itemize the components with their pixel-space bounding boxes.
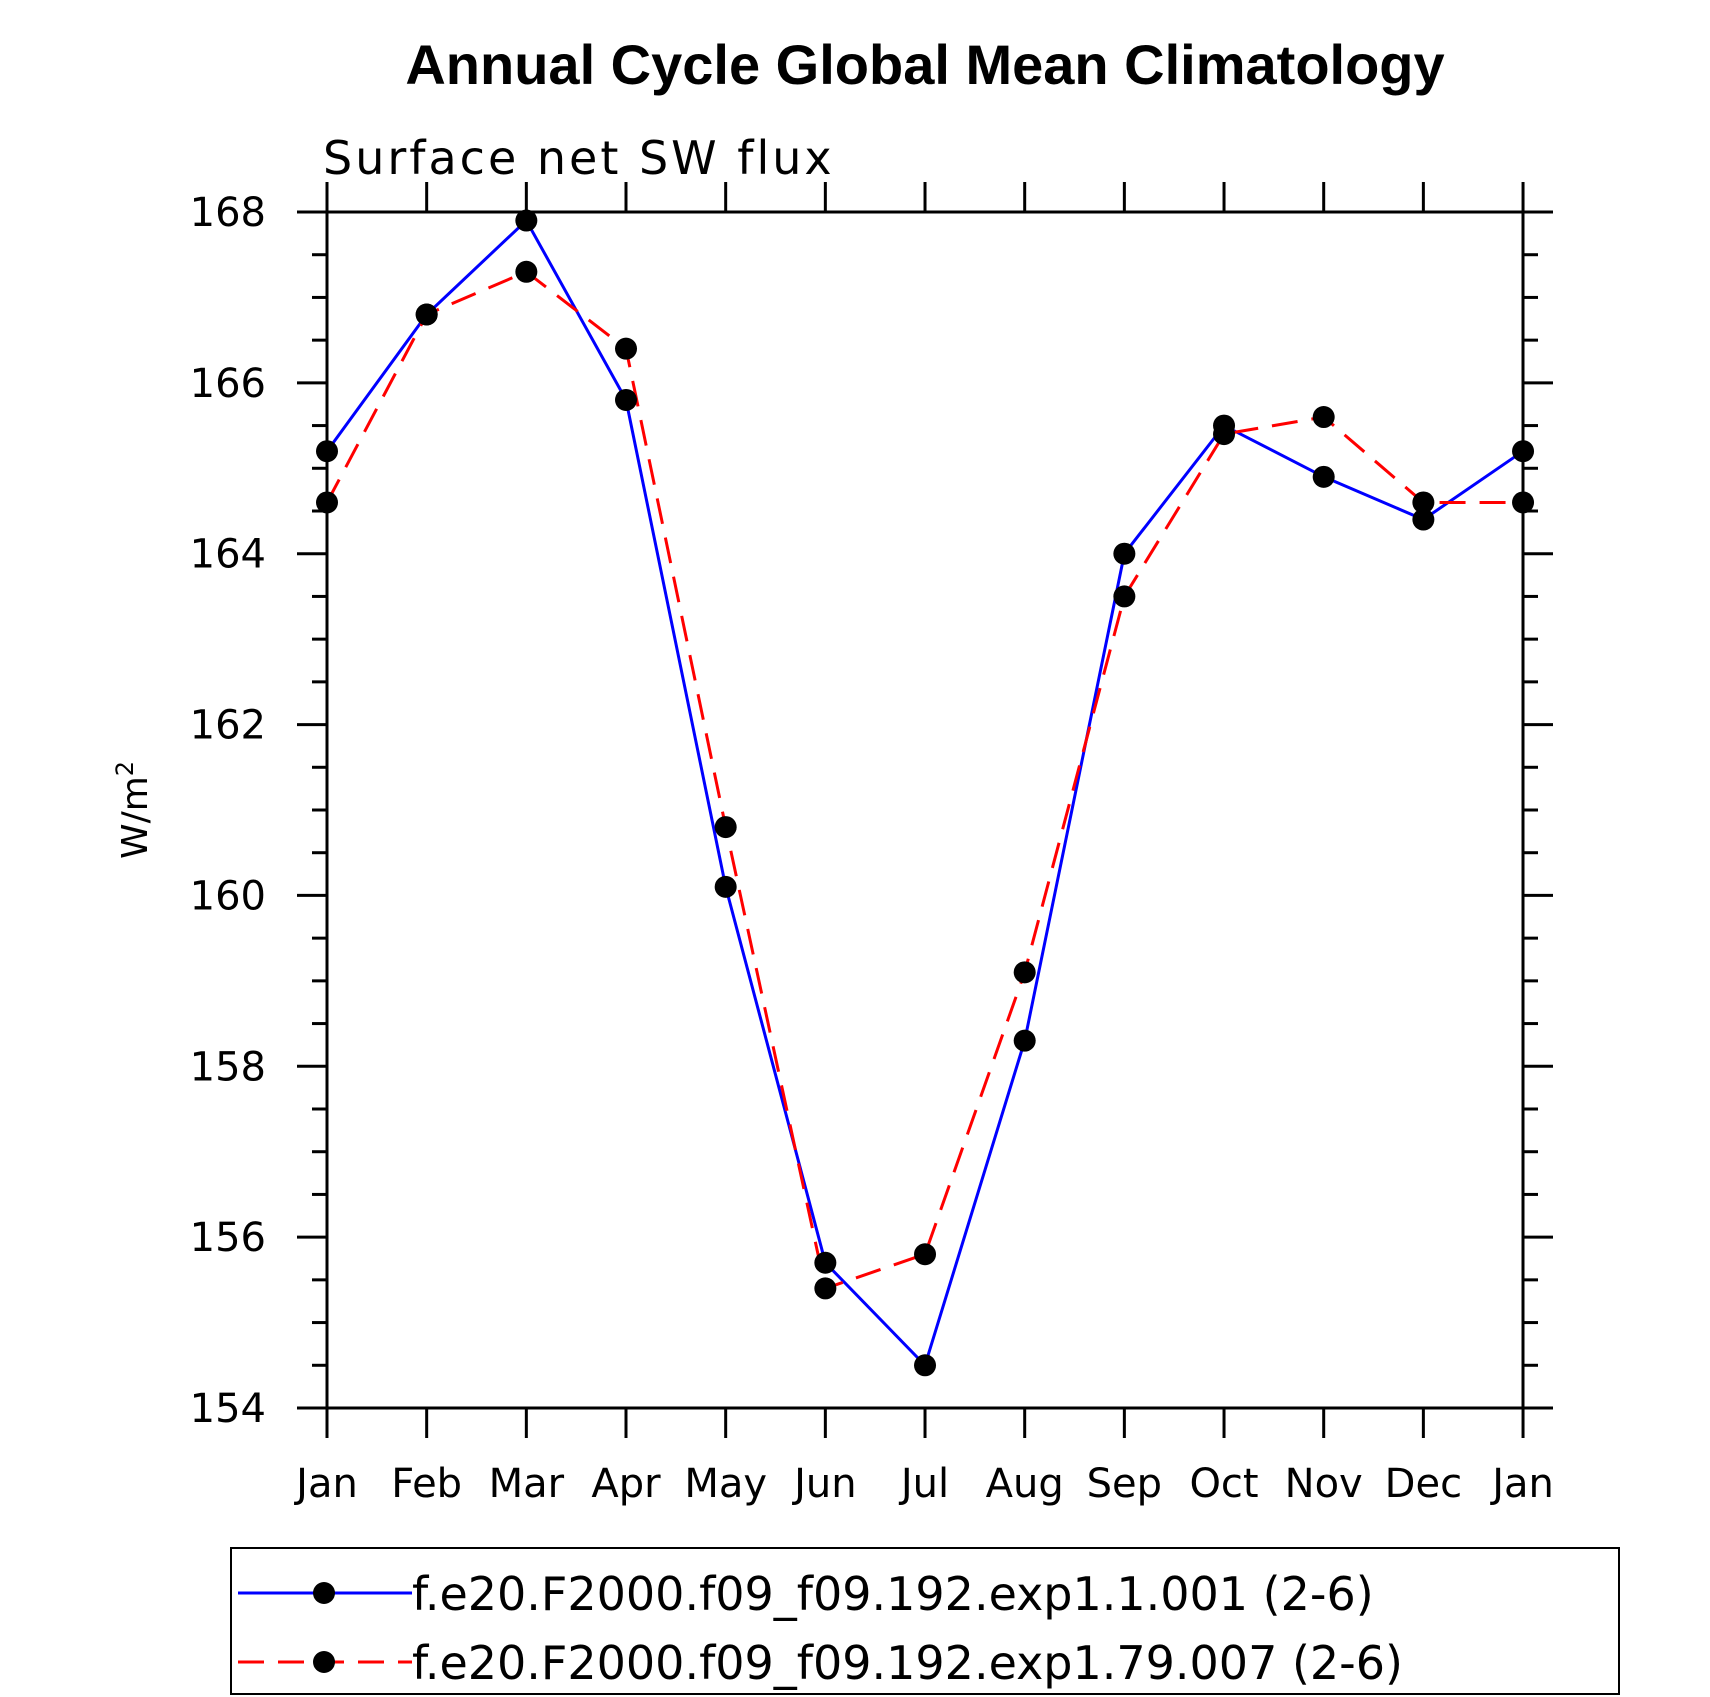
legend-label-series-1: f.e20.F2000.f09_f09.192.exp1.1.001 (2-6) [412,1567,1374,1621]
legend-box [230,1547,1620,1695]
x-tick-label: Jan [1489,1461,1554,1507]
data-point-series-1 [1412,508,1435,531]
data-point-series-2 [1312,406,1335,429]
data-point-series-2 [415,303,438,326]
data-point-series-1 [914,1354,937,1377]
legend-marker-series-1 [313,1582,335,1604]
y-tick-label: 160 [190,873,266,919]
data-point-series-2 [515,260,538,283]
data-point-series-1 [714,875,737,898]
legend: f.e20.F2000.f09_f09.192.exp1.1.001 (2-6)… [230,1547,1620,1695]
data-point-series-2 [814,1277,837,1300]
legend-marker-series-2 [313,1651,335,1673]
x-tick-label: Aug [986,1461,1064,1507]
series-line-1 [325,218,1524,1369]
y-tick-label: 154 [190,1386,266,1432]
y-axis-label-unit: W/m [115,776,156,859]
data-point-series-1 [515,209,538,232]
data-markers [316,209,1535,1377]
y-tick-label: 164 [190,532,266,578]
data-point-series-1 [1312,465,1335,488]
x-tick-label: Feb [391,1461,462,1507]
y-axis-label: W/m2 [111,761,156,859]
data-point-series-2 [714,816,737,839]
x-tick-label: Jul [898,1461,949,1507]
y-tick-label: 166 [190,361,266,407]
x-tick-label: Jan [293,1461,358,1507]
x-tick-label: Nov [1285,1461,1363,1507]
series-lines [325,218,1524,1369]
x-tick-labels: Jan Feb Mar Apr May Jun Jul Aug Sep Oct Nov Dec Jan [293,1461,1554,1507]
data-point-series-2 [615,337,638,360]
legend-label-series-2: f.e20.F2000.f09_f09.192.exp1.79.007 (2-6… [412,1636,1403,1690]
data-point-series-2 [1013,961,1036,984]
series-line-2 [325,270,1523,1291]
y-tick-label: 168 [190,190,266,236]
chart-subtitle: Surface net SW flux [323,131,835,185]
x-tick-label: Apr [591,1461,661,1507]
data-point-series-1 [814,1251,837,1274]
x-tick-label: Oct [1189,1461,1258,1507]
data-point-series-2 [1113,585,1136,608]
plot-frame [325,210,1525,1410]
data-point-series-2 [914,1243,937,1266]
x-tick-label: Jun [791,1461,857,1507]
data-point-series-2 [1412,491,1435,514]
data-point-series-1 [1013,1029,1036,1052]
x-tick-label: May [684,1461,767,1507]
axis-ticks [297,182,1553,1438]
y-axis-label-superscript: 2 [111,761,139,776]
x-tick-label: Mar [489,1461,565,1507]
data-point-series-2 [1213,423,1236,446]
y-tick-label: 162 [190,703,266,749]
x-tick-label: Sep [1087,1461,1162,1507]
y-tick-labels: 154 156 158 160 162 164 166 168 [190,190,266,1432]
data-point-series-1 [615,388,638,411]
y-tick-label: 158 [190,1044,266,1090]
y-tick-label: 156 [190,1215,266,1261]
chart-title: Annual Cycle Global Mean Climatology [405,33,1444,96]
x-tick-label: Dec [1385,1461,1462,1507]
data-point-series-1 [1113,542,1136,565]
